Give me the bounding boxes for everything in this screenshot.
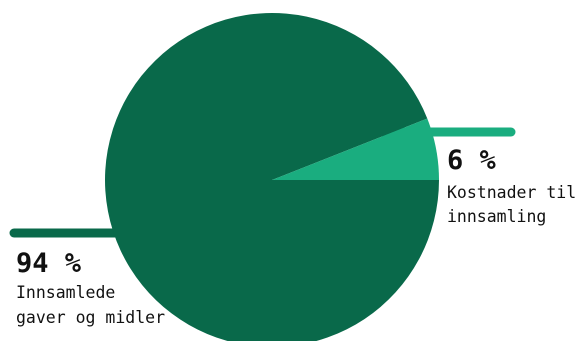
pie-slice-innsamlede <box>105 13 439 341</box>
slice-label-innsamlede-line1: Innsamlede <box>16 283 115 302</box>
slice-label-kostnader-line1: Kostnader til <box>447 183 576 202</box>
slice-value-label-innsamlede: 94 % <box>16 248 82 279</box>
pie-slice-kostnader <box>272 118 439 180</box>
slice-label-kostnader-line2: innsamling <box>447 207 546 226</box>
slice-label-innsamlede-line2: gaver og midler <box>16 308 165 327</box>
slice-value-label-kostnader: 6 % <box>447 145 497 176</box>
